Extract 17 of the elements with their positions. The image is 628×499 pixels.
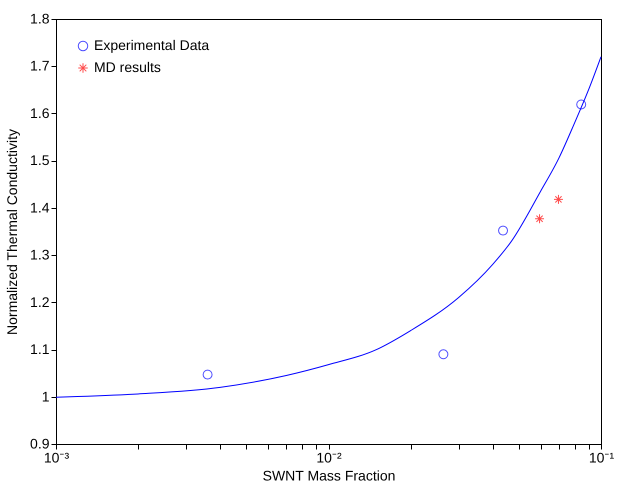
y-tick-label: 1.3 [30, 246, 50, 263]
y-tick-label: 1.1 [30, 341, 50, 358]
y-tick-label: 1.6 [30, 104, 50, 121]
y-tick-label: 1.4 [30, 199, 50, 216]
y-tick-label: 1.8 [30, 10, 50, 26]
legend-label: MD results [94, 59, 161, 75]
x-tick-label: 10⁻² [316, 450, 342, 466]
x-tick-label: 10⁻¹ [588, 450, 614, 466]
y-tick-label: 1 [42, 388, 50, 404]
y-tick-label: 1.5 [30, 152, 50, 168]
legend-label: Experimental Data [94, 37, 210, 53]
x-tick-label: 10⁻³ [44, 450, 70, 466]
y-tick-label: 1.2 [30, 294, 50, 310]
x-axis-title: SWNT Mass Fraction [262, 468, 396, 484]
y-tick-label: 1.7 [30, 58, 50, 74]
y-axis-title: Normalized Thermal Conductivity [4, 129, 20, 335]
y-tick-label: 0.9 [30, 436, 50, 452]
